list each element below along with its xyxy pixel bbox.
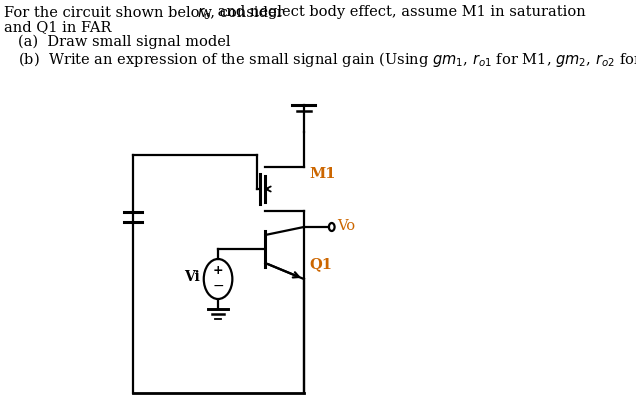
Text: Vi: Vi — [184, 270, 200, 284]
Text: Q1: Q1 — [310, 257, 333, 271]
Text: Vo: Vo — [338, 219, 356, 233]
Text: (b)  Write an expression of the small signal gain (Using $gm_1$, $r_{o1}$ for M1: (b) Write an expression of the small sig… — [18, 50, 636, 69]
Text: M1: M1 — [310, 167, 336, 181]
Text: and neglect body effect, assume M1 in saturation: and neglect body effect, assume M1 in sa… — [213, 5, 586, 19]
Text: For the circuit shown below, consider: For the circuit shown below, consider — [4, 5, 289, 19]
Text: $r_o$: $r_o$ — [197, 5, 211, 22]
Text: −: − — [212, 279, 224, 293]
Text: +: + — [212, 264, 223, 277]
Text: (a)  Draw small signal model: (a) Draw small signal model — [18, 35, 230, 49]
Text: and Q1 in FAR: and Q1 in FAR — [4, 20, 112, 34]
